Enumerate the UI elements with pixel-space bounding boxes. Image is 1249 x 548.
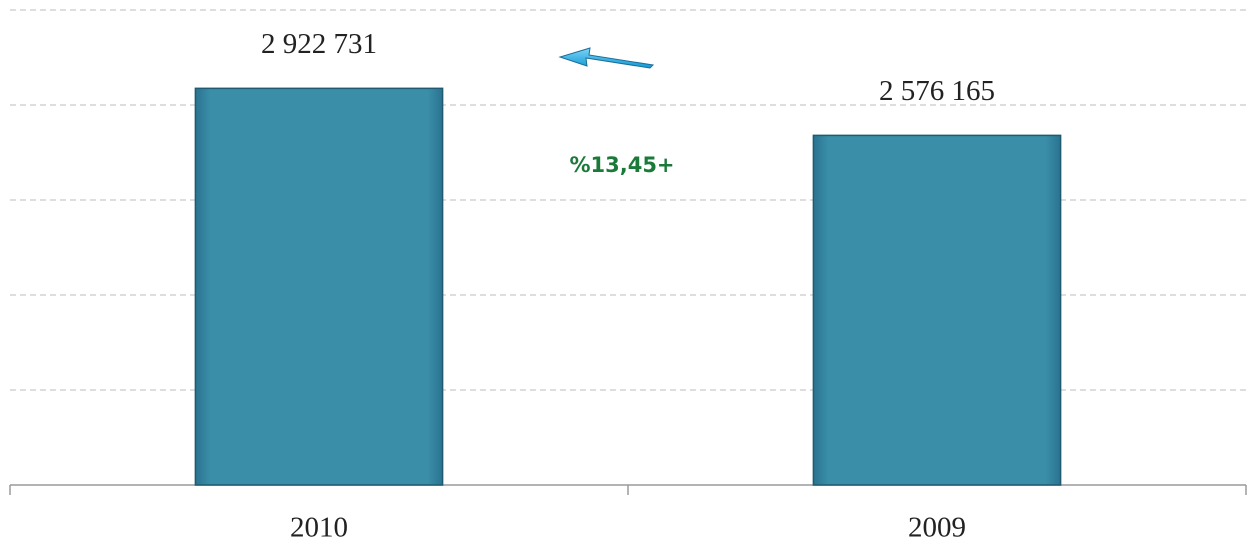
annotation: %13,45+ (569, 153, 674, 177)
bar (194, 87, 444, 486)
bar (812, 134, 1062, 486)
value-label: 2 576 165 (879, 75, 995, 107)
x-tick-label: 2010 (290, 512, 348, 544)
trend-arrow (558, 47, 655, 69)
x-tick-label: 2009 (908, 512, 966, 544)
value-label: 2 922 731 (261, 28, 377, 60)
